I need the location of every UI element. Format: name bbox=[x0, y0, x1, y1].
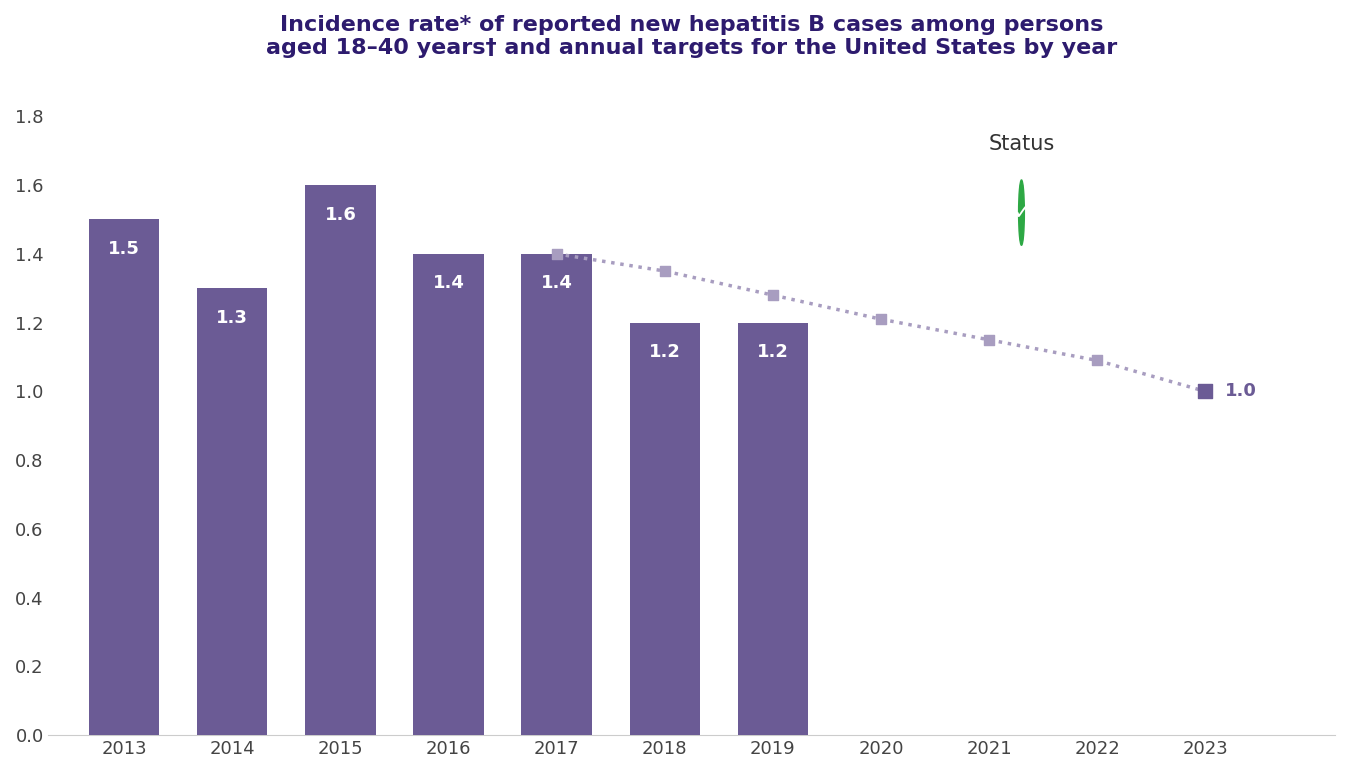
Title: Incidence rate* of reported new hepatitis B cases among persons
aged 18–40 years: Incidence rate* of reported new hepatiti… bbox=[266, 15, 1118, 58]
Text: 1.2: 1.2 bbox=[649, 343, 680, 361]
Text: 1.6: 1.6 bbox=[324, 206, 356, 223]
Text: 1.3: 1.3 bbox=[216, 309, 248, 327]
Point bbox=[1195, 385, 1216, 397]
Bar bbox=[89, 220, 159, 735]
Text: 1.4: 1.4 bbox=[540, 274, 572, 292]
Point bbox=[545, 247, 567, 260]
Point bbox=[761, 289, 783, 301]
Bar bbox=[521, 254, 591, 735]
Point bbox=[871, 313, 892, 325]
Text: 1.4: 1.4 bbox=[432, 274, 464, 292]
Bar bbox=[197, 288, 267, 735]
Bar bbox=[305, 185, 375, 735]
Text: 1.5: 1.5 bbox=[108, 240, 140, 258]
Point bbox=[1087, 354, 1108, 366]
Point bbox=[979, 334, 1000, 346]
Text: 1.2: 1.2 bbox=[757, 343, 788, 361]
Bar bbox=[413, 254, 483, 735]
Bar bbox=[629, 322, 699, 735]
Text: Status: Status bbox=[988, 134, 1054, 154]
Point bbox=[653, 265, 675, 278]
Bar bbox=[737, 322, 807, 735]
Ellipse shape bbox=[1019, 180, 1025, 245]
Text: 1.0: 1.0 bbox=[1224, 383, 1257, 400]
Text: ✓: ✓ bbox=[1012, 203, 1031, 223]
